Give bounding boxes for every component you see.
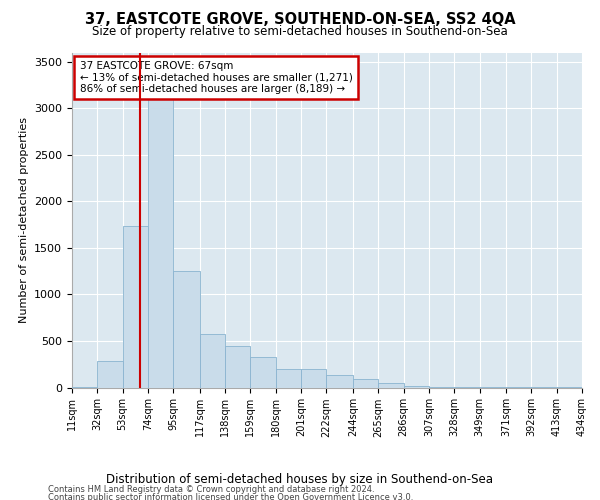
Bar <box>225 346 250 388</box>
Bar <box>276 370 301 388</box>
Bar <box>250 357 276 388</box>
Y-axis label: Number of semi-detached properties: Number of semi-detached properties <box>19 117 29 323</box>
Bar <box>301 370 326 388</box>
Bar <box>200 334 225 388</box>
Bar <box>429 387 454 388</box>
Text: Contains HM Land Registry data © Crown copyright and database right 2024.: Contains HM Land Registry data © Crown c… <box>48 485 374 494</box>
Bar <box>148 99 173 388</box>
Bar <box>404 386 429 388</box>
Bar <box>353 379 378 388</box>
Bar <box>173 271 200 388</box>
Text: 37 EASTCOTE GROVE: 67sqm
← 13% of semi-detached houses are smaller (1,271)
86% o: 37 EASTCOTE GROVE: 67sqm ← 13% of semi-d… <box>80 61 353 94</box>
Text: Size of property relative to semi-detached houses in Southend-on-Sea: Size of property relative to semi-detach… <box>92 25 508 38</box>
Text: Contains public sector information licensed under the Open Government Licence v3: Contains public sector information licen… <box>48 493 413 500</box>
Bar <box>72 386 97 388</box>
Bar <box>326 376 353 388</box>
Text: Distribution of semi-detached houses by size in Southend-on-Sea: Distribution of semi-detached houses by … <box>107 472 493 486</box>
Text: 37, EASTCOTE GROVE, SOUTHEND-ON-SEA, SS2 4QA: 37, EASTCOTE GROVE, SOUTHEND-ON-SEA, SS2… <box>85 12 515 28</box>
Bar <box>97 360 122 388</box>
Bar <box>378 383 404 388</box>
Bar <box>122 226 148 388</box>
